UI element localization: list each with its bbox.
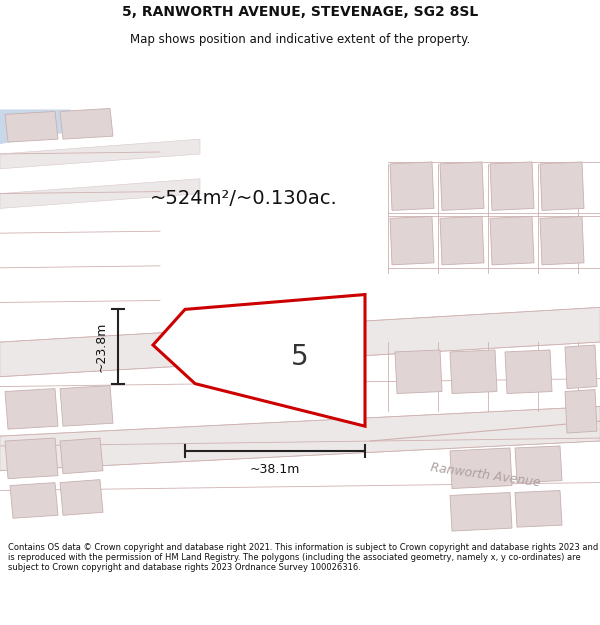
Polygon shape	[450, 350, 497, 394]
Polygon shape	[540, 162, 584, 211]
Polygon shape	[153, 294, 365, 426]
Polygon shape	[390, 216, 434, 265]
Polygon shape	[515, 491, 562, 527]
Polygon shape	[60, 109, 113, 139]
Polygon shape	[0, 406, 600, 471]
Polygon shape	[565, 345, 597, 389]
Polygon shape	[395, 350, 442, 394]
Polygon shape	[0, 139, 200, 169]
Polygon shape	[5, 111, 58, 142]
Polygon shape	[390, 162, 434, 211]
Polygon shape	[10, 482, 58, 518]
Polygon shape	[0, 308, 600, 377]
Text: Ranworth Avenue: Ranworth Avenue	[220, 354, 332, 382]
Polygon shape	[490, 216, 534, 265]
Text: ~23.8m: ~23.8m	[95, 321, 108, 372]
Text: ~38.1m: ~38.1m	[250, 462, 300, 476]
Polygon shape	[0, 179, 200, 208]
Polygon shape	[5, 389, 58, 429]
Polygon shape	[0, 109, 85, 144]
Text: 5: 5	[291, 343, 309, 371]
Polygon shape	[440, 162, 484, 211]
Polygon shape	[440, 216, 484, 265]
Polygon shape	[505, 350, 552, 394]
Polygon shape	[60, 479, 103, 515]
Text: 5, RANWORTH AVENUE, STEVENAGE, SG2 8SL: 5, RANWORTH AVENUE, STEVENAGE, SG2 8SL	[122, 5, 478, 19]
Text: Contains OS data © Crown copyright and database right 2021. This information is : Contains OS data © Crown copyright and d…	[8, 542, 598, 572]
Text: Map shows position and indicative extent of the property.: Map shows position and indicative extent…	[130, 33, 470, 46]
Polygon shape	[60, 438, 103, 474]
Polygon shape	[450, 448, 512, 489]
Text: Ranworth Avenue: Ranworth Avenue	[430, 461, 542, 490]
Polygon shape	[450, 492, 512, 531]
Text: ~524m²/~0.130ac.: ~524m²/~0.130ac.	[150, 189, 338, 208]
Polygon shape	[490, 162, 534, 211]
Polygon shape	[60, 386, 113, 426]
Polygon shape	[515, 446, 562, 483]
Polygon shape	[5, 438, 58, 479]
Polygon shape	[540, 216, 584, 265]
Polygon shape	[565, 389, 597, 433]
